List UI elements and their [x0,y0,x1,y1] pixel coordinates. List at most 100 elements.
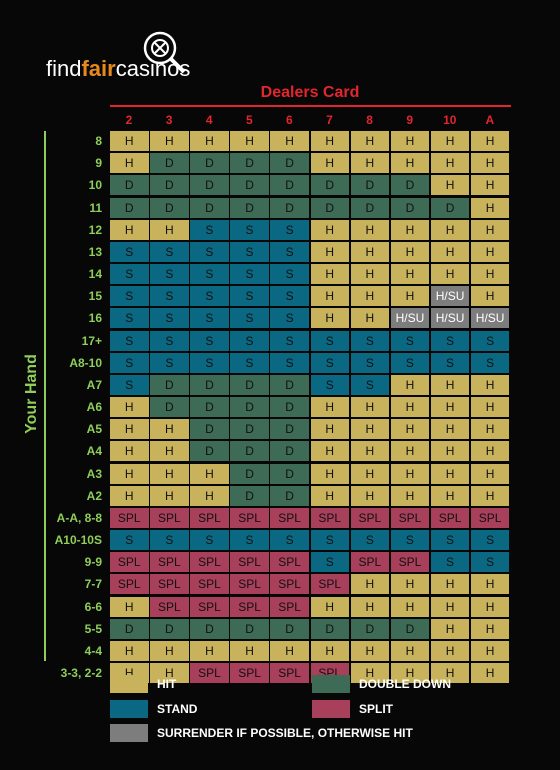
strategy-cell: H [470,596,510,617]
strategy-cell: S [110,374,149,395]
column-header: 4 [205,113,213,127]
strategy-cell: S [230,264,269,285]
strategy-cell: SPL [270,552,309,573]
strategy-cell: SPL [110,552,149,573]
strategy-cell: D [230,441,269,462]
strategy-cell: H [350,308,390,329]
strategy-cell: S [150,352,189,373]
strategy-cell: SPL [190,574,229,595]
strategy-cell: H [270,131,309,151]
row-axis-line [44,131,46,661]
strategy-cell: D [390,618,430,639]
strategy-cell: H [430,264,470,285]
strategy-cell: D [430,197,470,218]
row-label: A2 [86,488,102,503]
strategy-cell: S [430,352,470,373]
strategy-cell: H [110,419,149,440]
strategy-cell: H [470,618,510,639]
strategy-cell: D [270,175,309,196]
strategy-cell: H [390,397,430,418]
strategy-cell: SPL [270,507,309,528]
strategy-cell: S [270,308,309,329]
strategy-cell: D [350,618,390,639]
strategy-cell: H [310,419,349,440]
row-label: 7-7 [84,577,102,592]
strategy-cell: H [310,286,349,307]
strategy-cell: H [470,131,510,151]
strategy-cell: H [150,219,189,240]
strategy-cell: H [310,264,349,285]
strategy-cell: H [110,441,149,462]
legend-swatch [312,700,350,718]
strategy-cell: D [190,153,229,174]
strategy-cell: S [270,530,309,551]
strategy-cell: H [350,153,390,174]
strategy-cell: H [430,374,470,395]
strategy-cell: H [470,197,510,218]
column-header: 9 [406,113,414,127]
strategy-cell: D [190,618,229,639]
strategy-cell: H [390,485,430,506]
strategy-cell: H [390,463,430,484]
strategy-cell: D [390,197,430,218]
strategy-cell: H [270,640,309,661]
strategy-cell: D [270,374,309,395]
row-label: 9-9 [84,555,102,570]
strategy-cell: D [350,197,390,218]
strategy-cell: H [390,441,430,462]
strategy-cell: S [270,264,309,285]
strategy-cell: H [190,485,229,506]
strategy-cell: H [430,441,470,462]
strategy-cell: S [190,219,229,240]
strategy-cell: D [150,618,189,639]
strategy-cell: H [310,596,349,617]
strategy-cell: D [270,485,309,506]
strategy-cell: S [190,308,229,329]
strategy-cell: SPL [150,552,189,573]
strategy-cell: S [430,530,470,551]
strategy-cell: SPL [310,507,349,528]
strategy-cell: D [310,618,349,639]
strategy-cell: S [110,286,149,307]
legend-label: SPLIT [359,702,394,716]
strategy-cell: D [230,463,269,484]
strategy-cell: S [230,352,269,373]
strategy-cell: H [430,131,470,151]
column-header: 10 [443,113,457,127]
strategy-cell: H [190,463,229,484]
legend-label: SURRENDER IF POSSIBLE, OTHERWISE HIT [157,726,413,740]
strategy-cell: S [230,286,269,307]
row-label: 5-5 [84,621,102,636]
strategy-cell: D [150,197,189,218]
strategy-cell: S [110,330,149,351]
strategy-cell: S [150,330,189,351]
strategy-cell: SPL [230,507,269,528]
strategy-cell: D [150,153,189,174]
strategy-cell: S [190,286,229,307]
strategy-cell: H [470,463,510,484]
strategy-cell: D [230,419,269,440]
legend-swatch [110,675,148,693]
strategy-cell: D [190,397,229,418]
strategy-cell: SPL [270,574,309,595]
strategy-cell: H [390,131,430,151]
strategy-cell: D [310,175,349,196]
strategy-cell: H [350,640,390,661]
strategy-cell: D [110,175,149,196]
strategy-cell: H [470,485,510,506]
strategy-cell: H [390,219,430,240]
strategy-cell: D [270,397,309,418]
strategy-cell: H [110,219,149,240]
strategy-cell: H [470,397,510,418]
row-label: 3-3, 2-2 [60,666,102,681]
strategy-cell: H [350,596,390,617]
strategy-cell: H [390,374,430,395]
strategy-cell: H [110,485,149,506]
strategy-cell: S [310,352,349,373]
legend-swatch [110,724,148,742]
strategy-cell: S [430,552,470,573]
strategy-cell: D [350,175,390,196]
logo-find: find [46,56,82,81]
strategy-cell: S [470,530,510,551]
strategy-cell: H/SU [430,286,470,307]
